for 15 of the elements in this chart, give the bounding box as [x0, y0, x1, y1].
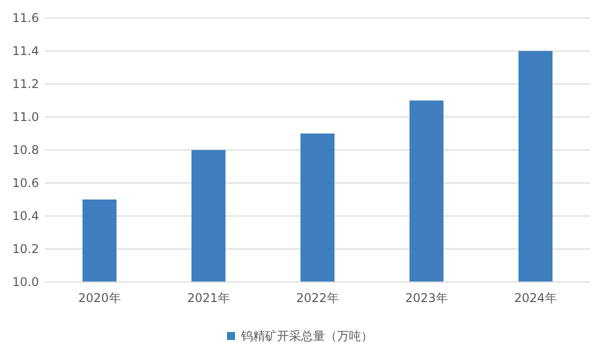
x-tick-label: 2022年	[296, 291, 339, 305]
x-tick-label: 2023年	[405, 291, 448, 305]
x-tick-label: 2024年	[514, 291, 557, 305]
x-tick-label: 2021年	[187, 291, 230, 305]
y-tick-label: 11.4	[12, 44, 39, 58]
y-tick-label: 11.2	[12, 77, 39, 91]
y-tick-label: 10.2	[12, 242, 39, 256]
x-tick-label: 2020年	[78, 291, 121, 305]
y-tick-label: 10.6	[12, 176, 39, 190]
y-tick-label: 10.8	[12, 143, 39, 157]
y-tick-label: 11.6	[12, 11, 39, 25]
y-tick-label: 10.4	[12, 209, 39, 223]
y-tick-label: 10.0	[12, 275, 39, 289]
y-tick-label: 11.0	[12, 110, 39, 124]
legend-label: 钨精矿开采总量（万吨）	[240, 329, 373, 343]
